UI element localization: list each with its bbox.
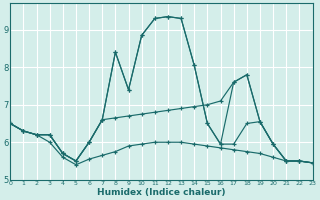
X-axis label: Humidex (Indice chaleur): Humidex (Indice chaleur) <box>97 188 226 197</box>
